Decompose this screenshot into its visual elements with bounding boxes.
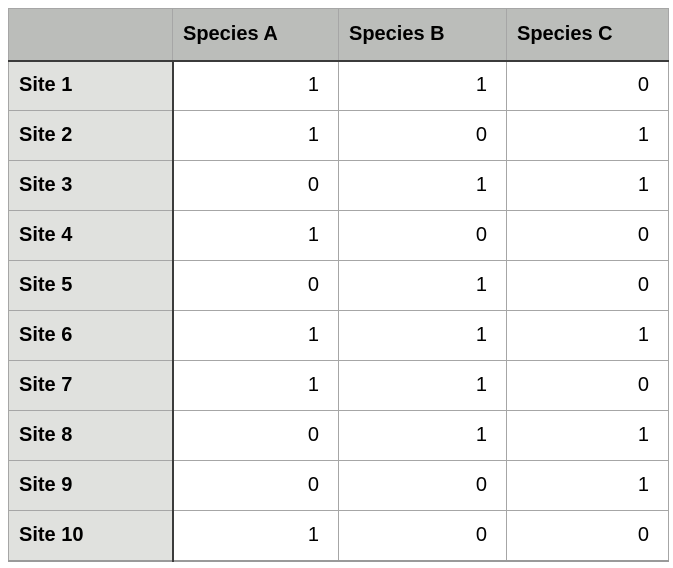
row-label: Site 4 — [8, 210, 174, 261]
data-cell: 1 — [172, 210, 339, 261]
species-presence-table: Species A Species B Species C Site 1 1 1… — [8, 8, 669, 562]
column-header-species-a: Species A — [172, 8, 339, 62]
row-label: Site 1 — [8, 60, 174, 111]
data-cell: 0 — [506, 510, 669, 561]
data-cell: 0 — [506, 60, 669, 111]
data-cell: 1 — [338, 260, 507, 311]
data-cell: 1 — [506, 410, 669, 461]
data-cell: 1 — [338, 160, 507, 211]
row-label: Site 9 — [8, 460, 174, 511]
data-cell: 1 — [338, 410, 507, 461]
column-header-species-b: Species B — [338, 8, 507, 62]
data-cell: 0 — [172, 460, 339, 511]
table-row: Site 9 0 0 1 — [8, 460, 669, 511]
data-cell: 0 — [338, 110, 507, 161]
corner-cell — [8, 8, 173, 62]
table-row: Site 8 0 1 1 — [8, 410, 669, 461]
data-cell: 1 — [338, 360, 507, 411]
data-cell: 0 — [172, 410, 339, 461]
row-label: Site 10 — [8, 510, 174, 561]
data-cell: 1 — [506, 160, 669, 211]
column-header-species-c: Species C — [506, 8, 669, 62]
row-label: Site 7 — [8, 360, 174, 411]
table-row: Site 10 1 0 0 — [8, 510, 669, 561]
data-cell: 0 — [172, 160, 339, 211]
data-cell: 0 — [506, 260, 669, 311]
data-cell: 1 — [172, 110, 339, 161]
table-row: Site 2 1 0 1 — [8, 110, 669, 161]
data-cell: 0 — [338, 460, 507, 511]
data-cell: 1 — [172, 60, 339, 111]
data-cell: 1 — [506, 310, 669, 361]
data-cell: 0 — [172, 260, 339, 311]
table-row: Site 7 1 1 0 — [8, 360, 669, 411]
row-label: Site 8 — [8, 410, 174, 461]
data-cell: 0 — [338, 510, 507, 561]
data-cell: 1 — [172, 510, 339, 561]
table-row: Site 5 0 1 0 — [8, 260, 669, 311]
data-cell: 0 — [338, 210, 507, 261]
data-cell: 1 — [338, 60, 507, 111]
data-cell: 1 — [506, 110, 669, 161]
row-label: Site 3 — [8, 160, 174, 211]
header-row: Species A Species B Species C — [8, 8, 669, 62]
table-row: Site 1 1 1 0 — [8, 60, 669, 111]
table-row: Site 4 1 0 0 — [8, 210, 669, 261]
data-cell: 1 — [506, 460, 669, 511]
row-label: Site 5 — [8, 260, 174, 311]
table-row: Site 6 1 1 1 — [8, 310, 669, 361]
data-cell: 0 — [506, 360, 669, 411]
data-cell: 0 — [506, 210, 669, 261]
data-cell: 1 — [338, 310, 507, 361]
data-cell: 1 — [172, 360, 339, 411]
data-cell: 1 — [172, 310, 339, 361]
row-label: Site 2 — [8, 110, 174, 161]
table-row: Site 3 0 1 1 — [8, 160, 669, 211]
row-label: Site 6 — [8, 310, 174, 361]
